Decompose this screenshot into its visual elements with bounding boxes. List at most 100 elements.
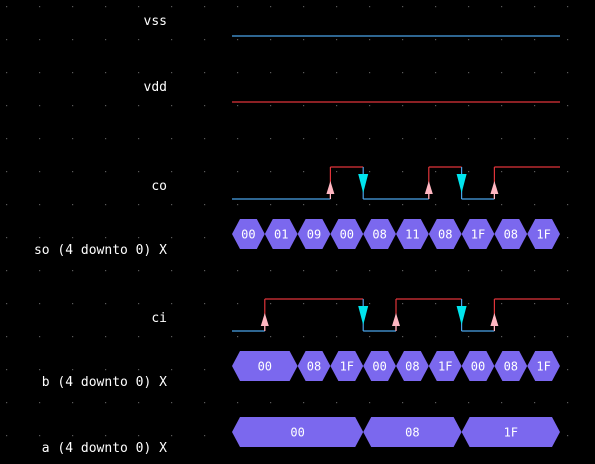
bus-value: 09: [307, 228, 321, 242]
grid-dot: [402, 39, 404, 41]
grid-dot: [105, 138, 107, 140]
grid-dot: [237, 336, 239, 338]
grid-dot: [369, 171, 371, 173]
grid-dot: [39, 303, 41, 305]
grid-dot: [6, 39, 8, 41]
grid-dot: [336, 402, 338, 404]
grid-dot: [534, 72, 536, 74]
grid-dot: [171, 336, 173, 338]
grid-dot: [138, 138, 140, 140]
grid-dot: [270, 303, 272, 305]
grid-dot: [39, 105, 41, 107]
signal-label: b (4 downto 0) X: [42, 375, 167, 390]
grid-dot: [303, 105, 305, 107]
grid-dot: [204, 6, 206, 8]
grid-dot: [369, 39, 371, 41]
grid-dot: [468, 105, 470, 107]
grid-dot: [336, 39, 338, 41]
grid-dot: [270, 171, 272, 173]
rise-marker: [392, 313, 400, 326]
signal-label: vss: [144, 14, 167, 29]
bus-segment: [232, 417, 364, 447]
grid-dot: [138, 336, 140, 338]
grid-dot: [105, 369, 107, 371]
grid-dot: [204, 237, 206, 239]
grid-dot: [534, 6, 536, 8]
grid-dot: [336, 6, 338, 8]
grid-dot: [501, 105, 503, 107]
bus-segment: [396, 219, 429, 249]
grid-dot: [336, 303, 338, 305]
grid-dot: [435, 171, 437, 173]
grid-dot: [204, 204, 206, 206]
grid-dot: [369, 204, 371, 206]
grid-dot: [534, 105, 536, 107]
grid-dot: [435, 105, 437, 107]
bus-value: 08: [307, 360, 321, 374]
rise-marker: [260, 313, 269, 326]
grid-dot: [171, 402, 173, 404]
grid-dot: [468, 39, 470, 41]
grid-dot: [270, 39, 272, 41]
grid-dot: [6, 336, 8, 338]
grid-dot: [105, 303, 107, 305]
grid-dot: [105, 270, 107, 272]
grid-dot: [303, 72, 305, 74]
grid-dot: [435, 270, 437, 272]
grid-dot: [72, 435, 74, 437]
grid-dot: [567, 303, 569, 305]
rise-marker: [490, 313, 499, 326]
grid-dot: [138, 105, 140, 107]
grid-dot: [171, 138, 173, 140]
grid-dot: [237, 72, 239, 74]
grid-dot: [138, 6, 140, 8]
grid-dot: [171, 270, 173, 272]
grid-dot: [567, 204, 569, 206]
grid-dot: [72, 369, 74, 371]
grid-dot: [6, 72, 8, 74]
grid-dot: [237, 171, 239, 173]
grid-dot: [468, 6, 470, 8]
grid-dot: [435, 6, 437, 8]
grid-dot: [534, 303, 536, 305]
bus-value: 08: [504, 360, 518, 374]
grid-dot: [237, 138, 239, 140]
grid-dot: [39, 435, 41, 437]
grid-dot: [402, 336, 404, 338]
grid-dot: [567, 270, 569, 272]
grid-dot: [336, 72, 338, 74]
grid-dot: [567, 138, 569, 140]
grid-dot: [171, 105, 173, 107]
grid-dot: [369, 72, 371, 74]
trace-ci: [232, 298, 560, 332]
grid-dot: [369, 402, 371, 404]
grid-dot: [501, 39, 503, 41]
grid-dot: [72, 402, 74, 404]
rise-marker: [424, 181, 433, 194]
grid-dot: [6, 171, 8, 173]
grid-dot: [567, 336, 569, 338]
grid-dot: [204, 171, 206, 173]
bus-segment: [330, 351, 364, 381]
grid-dot: [204, 270, 206, 272]
grid-dot: [72, 336, 74, 338]
grid-dot: [171, 204, 173, 206]
bus-segment: [232, 219, 265, 249]
bus-segment: [527, 219, 560, 249]
bus-value: 08: [405, 426, 419, 440]
signal-labels: vss vdd co so (4 downto 0) X ci b (4 downto 0…: [34, 14, 167, 456]
grid-dot: [72, 6, 74, 8]
grid-dot: [39, 270, 41, 272]
grid-dot: [39, 6, 41, 8]
grid-dot: [72, 138, 74, 140]
bus-value: 01: [274, 228, 288, 242]
grid-dot: [468, 171, 470, 173]
grid-dot: [369, 105, 371, 107]
grid-dot: [138, 369, 140, 371]
grid-dot: [468, 270, 470, 272]
grid-dot: [6, 105, 8, 107]
fall-marker: [358, 174, 369, 193]
grid-dot: [369, 270, 371, 272]
grid-dot: [567, 171, 569, 173]
